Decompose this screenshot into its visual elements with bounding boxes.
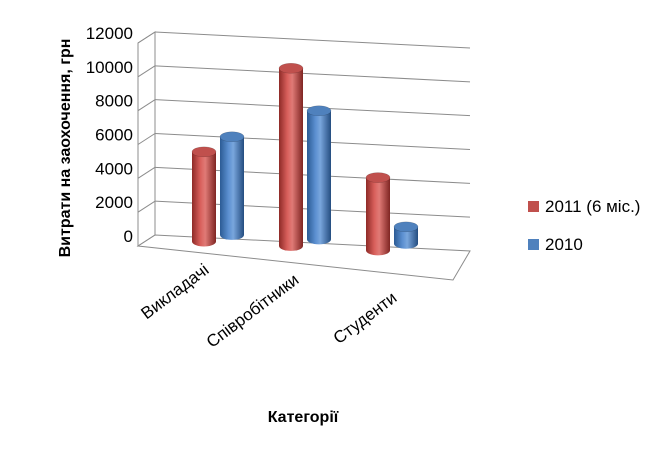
bar-top (278, 63, 304, 74)
gridline-side (137, 31, 156, 44)
y-tick-label: 10000 (86, 58, 133, 77)
bar-body (366, 177, 390, 256)
bar-body (192, 151, 216, 247)
gridlines (137, 31, 471, 218)
bar-red (365, 172, 391, 256)
bar-body (307, 110, 331, 245)
legend-swatch (528, 239, 539, 250)
x-axis-title: Категорії (268, 409, 339, 426)
bar-blue (306, 105, 332, 245)
bar-blue (219, 131, 245, 240)
gridline-side (137, 166, 156, 179)
gridline-side (137, 99, 156, 112)
gridline (154, 31, 471, 49)
y-axis-ticks: 0 2000 4000 6000 8000 10000 12000 (86, 24, 133, 246)
bar-top (191, 146, 217, 158)
bar-body (394, 226, 419, 249)
bar-body (279, 68, 303, 251)
x-tick-label: Співробітники (203, 270, 303, 352)
x-tick-label: Студенти (330, 288, 401, 348)
gridline-side (137, 65, 156, 78)
y-tick-label: 4000 (95, 159, 133, 178)
legend-label: 2011 (6 міс.) (545, 197, 640, 216)
y-tick-label: 2000 (95, 193, 133, 212)
y-tick-label: 0 (124, 227, 133, 246)
bar-top (365, 172, 391, 183)
bar-red (191, 146, 217, 247)
gridline-side (137, 200, 156, 213)
x-tick-label: Викладачі (137, 260, 212, 323)
y-tick-label: 8000 (95, 92, 133, 111)
y-tick-label: 6000 (95, 126, 133, 145)
legend-swatch (528, 201, 539, 212)
bar-red (278, 63, 304, 251)
bar-body (220, 136, 244, 240)
legend: 2011 (6 міс.) 2010 (528, 197, 640, 254)
bar-top (393, 221, 419, 233)
bar-top (306, 105, 332, 117)
legend-label: 2010 (545, 235, 583, 254)
bars (191, 63, 419, 256)
gridline-side (137, 133, 156, 145)
y-tick-label: 12000 (86, 24, 133, 43)
gridline (154, 65, 471, 83)
bar-top (219, 131, 245, 143)
bar-blue (393, 221, 419, 249)
y-axis-title: Витрати на заохочення, грн (57, 39, 74, 258)
plot-walls (136, 31, 471, 281)
floor (136, 234, 471, 281)
